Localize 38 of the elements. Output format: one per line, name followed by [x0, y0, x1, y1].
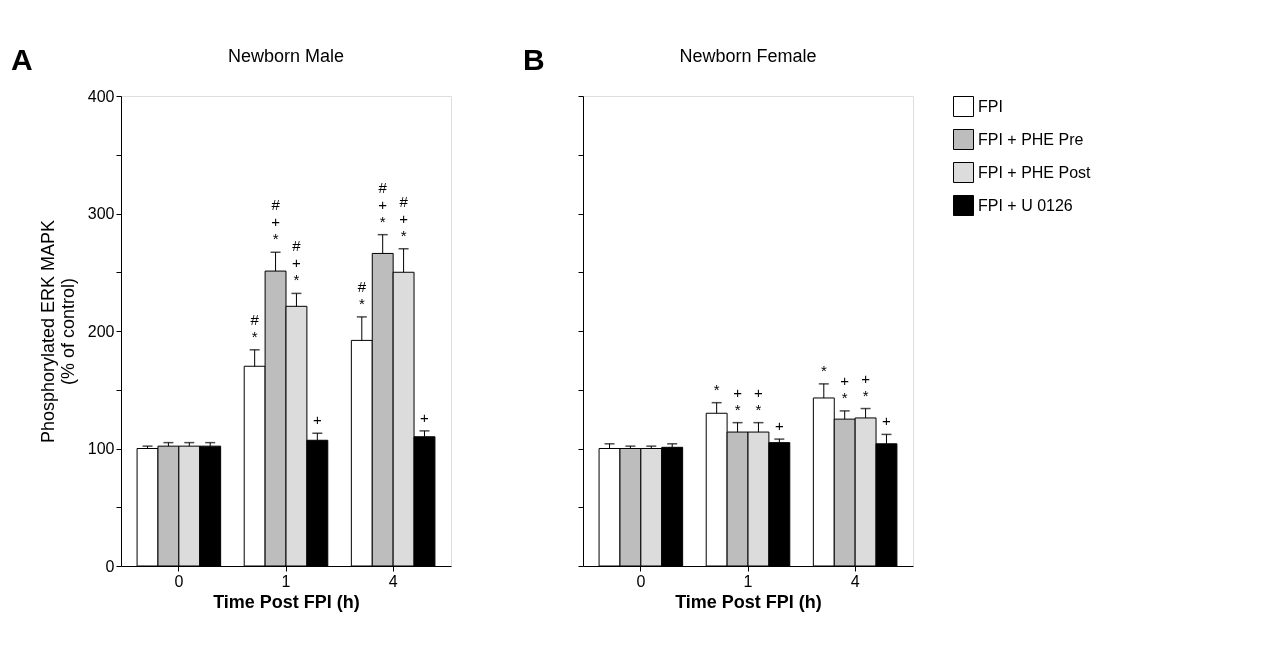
x-tick-label: 0 — [174, 572, 184, 590]
data-label: + — [312, 411, 322, 429]
text: # + * — [399, 192, 408, 244]
data-label: * — [820, 361, 827, 379]
x-tick-label: 1 — [281, 572, 291, 590]
text: B — [523, 43, 545, 76]
text: + * — [861, 369, 870, 404]
y-tick-label: 400 — [87, 87, 115, 105]
legend-label: FPI + PHE Post — [978, 163, 1092, 181]
y-tick-label: 100 — [87, 440, 115, 457]
x-tick-label: 0 — [636, 572, 646, 590]
text: + * — [754, 383, 763, 418]
chart-title: Newborn Female — [679, 46, 817, 66]
chart-title: Newborn Male — [227, 46, 345, 66]
x-tick-label: 1 — [743, 572, 753, 590]
x-tick-label: 4 — [388, 572, 398, 590]
x-tick-label: 4 — [850, 572, 860, 590]
text: # + * — [378, 178, 388, 230]
legend-label: FPI + PHE Pre — [978, 130, 1084, 148]
text: # + * — [271, 196, 280, 248]
text: + * — [840, 371, 850, 406]
text: + * — [733, 383, 742, 418]
text: # * — [357, 277, 366, 312]
data-label: + — [882, 412, 892, 430]
y-tick-label: 200 — [87, 322, 115, 340]
y-axis-title: Phosphorylated ERK MAPK (% of control) — [37, 219, 78, 444]
data-label: * — [713, 380, 720, 398]
data-label: + — [420, 408, 430, 426]
y-tick-label: 300 — [87, 205, 115, 222]
text: # * — [250, 310, 259, 345]
legend-label: FPI + U 0126 — [978, 196, 1073, 214]
text: A — [11, 43, 33, 76]
x-axis-title: Time Post FPI (h) — [675, 591, 822, 612]
legend-label: FPI — [978, 97, 1003, 115]
x-axis-title: Time Post FPI (h) — [213, 591, 360, 612]
y-tick-label: 0 — [105, 557, 115, 575]
text: # + * — [292, 237, 301, 289]
data-label: + — [774, 417, 784, 435]
